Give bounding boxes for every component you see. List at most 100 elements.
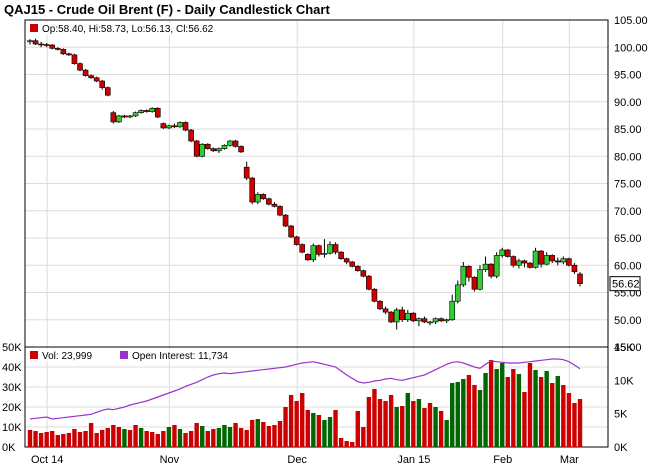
candle-body bbox=[332, 244, 339, 253]
volume-bar bbox=[44, 432, 49, 447]
volume-bar bbox=[577, 399, 583, 447]
candle-body bbox=[99, 80, 106, 88]
candle-body bbox=[49, 44, 56, 49]
candle-body bbox=[238, 146, 244, 153]
volume-bar bbox=[550, 383, 555, 447]
price-grid bbox=[25, 20, 608, 347]
open-interest-series bbox=[29, 358, 581, 420]
oi-legend-text: Open Interest: 11,734 bbox=[132, 351, 228, 362]
candle-body bbox=[466, 266, 472, 278]
vol-legend-swatch bbox=[30, 351, 38, 359]
candle-body bbox=[460, 266, 467, 286]
volume-tick-label: 20K bbox=[2, 402, 22, 414]
volume-bar bbox=[461, 379, 466, 447]
candle-body bbox=[343, 258, 350, 263]
candle-body bbox=[299, 244, 306, 253]
candle-body bbox=[143, 110, 150, 112]
volume-bar bbox=[266, 426, 272, 447]
candle-body bbox=[338, 251, 344, 260]
volume-bar bbox=[561, 385, 566, 447]
candle-body bbox=[510, 256, 517, 266]
volume-bar bbox=[361, 427, 366, 447]
volume-bar bbox=[527, 363, 533, 447]
volume-bar bbox=[316, 415, 322, 447]
candle-body bbox=[499, 249, 506, 256]
candle-body bbox=[482, 263, 489, 270]
candle-body bbox=[127, 115, 133, 118]
candle-body bbox=[404, 312, 411, 321]
oi-legend-swatch bbox=[120, 351, 128, 359]
candle-body bbox=[110, 112, 117, 123]
candle-body bbox=[377, 300, 383, 310]
candle-body bbox=[154, 107, 161, 118]
candle-body bbox=[321, 252, 328, 255]
volume-bar bbox=[250, 420, 255, 447]
candle-body bbox=[138, 110, 144, 113]
candle-body bbox=[71, 54, 78, 64]
volume-bar bbox=[244, 430, 249, 447]
volume-bar bbox=[516, 374, 522, 447]
volume-bar bbox=[388, 395, 394, 447]
price-tick-label: 70.00 bbox=[614, 206, 642, 218]
volume-bar bbox=[94, 433, 99, 447]
candle-body bbox=[288, 225, 294, 238]
volume-bar bbox=[150, 432, 155, 447]
volume-bar bbox=[133, 425, 138, 447]
date-tick-label: Mar bbox=[560, 454, 579, 466]
date-tick-label: Dec bbox=[287, 454, 307, 466]
volume-bar bbox=[166, 427, 172, 447]
price-axis-ticks: 105.00 100.00 95.00 90.00 85.00 80.00 75.00 70.… bbox=[614, 15, 648, 354]
volume-bar bbox=[522, 392, 527, 447]
volume-bar bbox=[172, 425, 177, 447]
candle-body bbox=[566, 258, 572, 266]
candle-body bbox=[354, 266, 361, 271]
volume-bar bbox=[472, 385, 477, 447]
candle-body bbox=[327, 244, 333, 254]
volume-bar bbox=[538, 377, 544, 447]
candle-body bbox=[554, 260, 561, 263]
volume-bar bbox=[261, 422, 266, 447]
volume-bar bbox=[105, 428, 110, 447]
candle-body bbox=[204, 143, 211, 149]
oi-tick-label: 15K bbox=[614, 342, 634, 354]
volume-bar bbox=[483, 373, 488, 447]
candle-body bbox=[410, 312, 417, 322]
volume-bar bbox=[227, 427, 233, 447]
candle-body bbox=[488, 263, 494, 277]
volume-bar bbox=[100, 430, 105, 447]
volume-bar bbox=[272, 425, 277, 447]
candle-body bbox=[316, 245, 322, 255]
volume-bar bbox=[394, 407, 399, 447]
candle-body bbox=[360, 270, 367, 277]
candle-body bbox=[149, 107, 156, 112]
candle-body bbox=[416, 318, 422, 322]
price-tick-label: 60.00 bbox=[614, 260, 642, 272]
volume-bar bbox=[505, 377, 510, 447]
volume-tick-label: 0K bbox=[2, 442, 16, 454]
volume-bar bbox=[305, 410, 310, 447]
candle-body bbox=[38, 43, 44, 46]
volume-bar bbox=[200, 426, 205, 447]
volume-bar bbox=[405, 393, 410, 447]
volume-bar bbox=[111, 425, 116, 447]
volume-bar bbox=[300, 393, 305, 447]
price-legend: Op:58.40, Hi:58.73, Lo:56.13, Cl:56.62 bbox=[27, 22, 230, 35]
volume-bar bbox=[238, 428, 244, 447]
volume-bar bbox=[400, 406, 405, 447]
volume-bar bbox=[477, 390, 483, 447]
volume-legend: Vol: 23,999 Open Interest: 11,734 bbox=[27, 349, 257, 362]
candle-body bbox=[371, 288, 378, 302]
candle-body bbox=[243, 166, 250, 179]
candle-body bbox=[543, 255, 550, 265]
candle-body bbox=[532, 250, 539, 268]
volume-axis-left-ticks: 50K 40K 30K 20K 10K 0K bbox=[2, 342, 22, 454]
volume-bar bbox=[433, 407, 438, 447]
candle-body bbox=[432, 318, 439, 323]
date-tick-label: Nov bbox=[160, 454, 180, 466]
volume-tick-label: 30K bbox=[2, 382, 22, 394]
chart-title: QAJ15 - Crude Oil Brent (F) - Daily Cand… bbox=[4, 2, 330, 17]
volume-bar bbox=[144, 431, 149, 447]
vol-legend-text: Vol: 23,999 bbox=[42, 351, 92, 362]
volume-bar bbox=[411, 401, 416, 447]
candle-body bbox=[493, 255, 500, 277]
